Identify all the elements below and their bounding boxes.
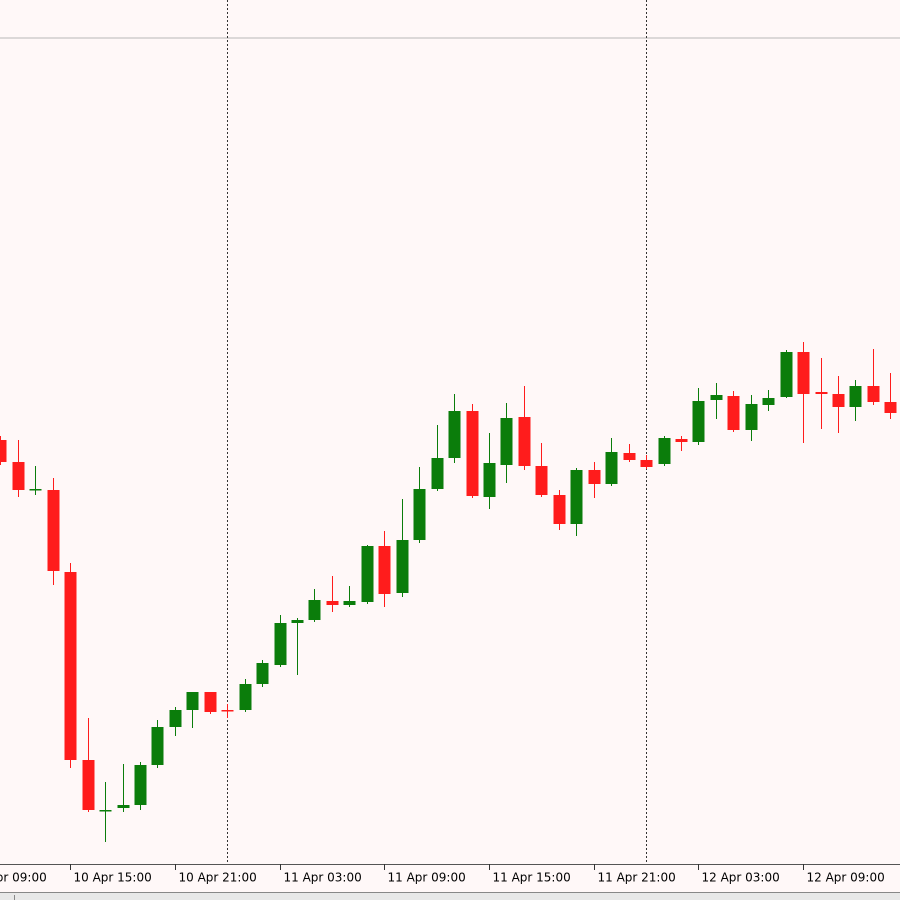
x-tick-label: 10 Apr 21:00 (179, 871, 257, 885)
candle-body (727, 396, 740, 430)
candle-body (431, 458, 444, 489)
candle-body (99, 810, 112, 812)
candle-body (623, 453, 636, 460)
candle-body (134, 765, 147, 805)
candle-body (448, 411, 461, 458)
candle-body (221, 710, 234, 712)
candle-body (186, 692, 199, 710)
candle-body (82, 760, 95, 810)
candle-body (832, 394, 845, 407)
x-tick-label: 10 Apr 09:00 (0, 871, 47, 885)
candle-body (535, 466, 548, 495)
candle-body (466, 411, 479, 496)
candle-body (867, 386, 880, 402)
x-tick-label: 12 Apr 03:00 (702, 871, 780, 885)
x-tick-label: 11 Apr 09:00 (388, 871, 466, 885)
candle-body (239, 684, 252, 710)
candle-body (361, 546, 374, 602)
candle-body (588, 470, 601, 484)
candle-body (343, 601, 356, 605)
candle-body (745, 404, 758, 430)
candle-body (47, 490, 60, 571)
candle-body (658, 438, 671, 464)
candle-body (64, 572, 77, 760)
candle-body (762, 398, 775, 405)
candle-body (256, 663, 269, 684)
candle-body (815, 392, 828, 394)
candle-body (413, 489, 426, 540)
x-tick-label: 12 Apr 09:00 (807, 871, 885, 885)
candle-body (274, 623, 287, 665)
x-tick-label: 11 Apr 15:00 (493, 871, 571, 885)
candle-body (151, 727, 164, 765)
candle-body (378, 546, 391, 594)
candle-body (518, 417, 531, 466)
candle-body (29, 489, 42, 491)
candle-body (204, 692, 217, 712)
candle-body (849, 386, 862, 407)
candle-body (640, 460, 653, 467)
candle-body (308, 600, 321, 620)
candle-body (780, 352, 793, 397)
candle-body (553, 495, 566, 524)
candle-body (396, 540, 409, 593)
candle-body (0, 440, 7, 462)
candle-body (884, 402, 897, 413)
candle-body (117, 805, 130, 808)
candle-body (169, 710, 182, 727)
candle-body (692, 401, 705, 442)
candle-body (500, 418, 513, 465)
candle-body (326, 601, 339, 605)
candle-body (570, 470, 583, 524)
scroll-bar (0, 893, 900, 900)
candle-body (483, 463, 496, 497)
candle-body (710, 395, 723, 400)
candle-body (605, 452, 618, 484)
candle-body (291, 620, 304, 623)
x-tick-label: 10 Apr 15:00 (74, 871, 152, 885)
x-tick-label: 11 Apr 21:00 (598, 871, 676, 885)
candle-body (12, 462, 25, 490)
candle-body (675, 439, 688, 442)
x-tick-label: 11 Apr 03:00 (284, 871, 362, 885)
candle-body (797, 352, 810, 394)
